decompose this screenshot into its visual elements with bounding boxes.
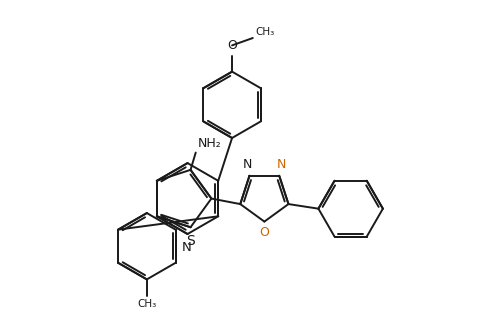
Text: O: O [259,226,269,239]
Text: N: N [181,241,191,254]
Text: NH₂: NH₂ [198,137,221,150]
Text: CH₃: CH₃ [254,27,274,37]
Text: S: S [186,234,194,248]
Text: N: N [276,158,286,171]
Text: O: O [227,39,237,52]
Text: N: N [242,158,252,171]
Text: CH₃: CH₃ [137,299,156,309]
